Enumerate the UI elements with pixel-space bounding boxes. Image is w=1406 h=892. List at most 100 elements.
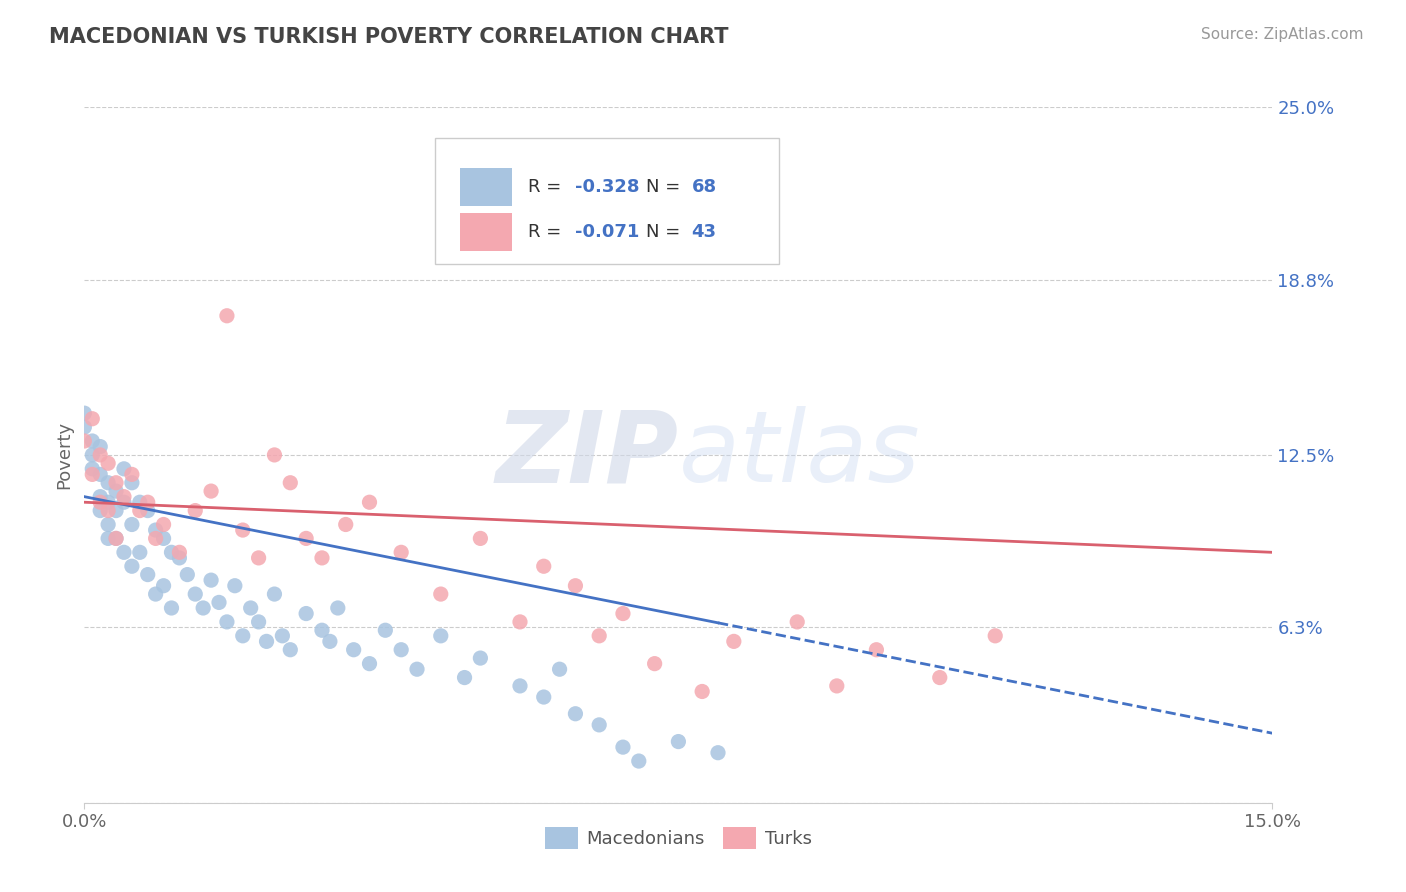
Point [128,503,150,517]
Point [112,490,135,504]
Point [215,309,238,323]
Point [121,475,143,490]
Point [271,629,294,643]
Point [232,629,254,643]
Point [97,532,120,546]
Point [97,456,120,470]
Point [295,607,318,621]
Point [145,532,167,546]
Point [278,642,301,657]
Point [278,475,301,490]
Point [224,579,246,593]
Point [82,467,104,482]
Text: R =: R = [527,223,567,241]
Point [533,690,555,704]
Point [191,601,215,615]
Point [359,657,381,671]
Point [612,740,634,755]
Point [263,448,285,462]
Point [152,517,174,532]
Point [200,573,222,587]
Point [723,634,745,648]
Point [97,503,120,517]
Point [644,657,666,671]
Point [627,754,650,768]
Point [73,434,96,448]
Point [82,434,104,448]
Point [89,503,111,517]
Text: -0.328: -0.328 [575,178,640,196]
Point [105,532,128,546]
Point [82,448,104,462]
Point [389,642,412,657]
Point [89,490,111,504]
Point [145,587,167,601]
Point [374,624,396,638]
Point [208,595,231,609]
FancyBboxPatch shape [460,169,512,206]
Point [453,671,475,685]
Text: N =: N = [647,223,686,241]
Point [160,601,183,615]
Point [470,532,492,546]
Point [128,495,150,509]
Point [136,495,159,509]
Point [295,532,318,546]
Point [89,440,111,454]
Point [430,629,453,643]
Point [97,517,120,532]
Point [239,601,262,615]
Point [564,706,586,721]
Point [169,545,191,559]
Point [89,448,111,462]
Point [430,587,453,601]
Point [406,662,429,676]
Point [319,634,342,648]
Point [786,615,808,629]
Point [548,662,571,676]
Point [89,495,111,509]
Text: 43: 43 [692,223,717,241]
Point [326,601,349,615]
FancyBboxPatch shape [434,138,779,264]
Point [263,587,285,601]
Point [105,475,128,490]
Point [343,642,366,657]
Text: atlas: atlas [679,407,920,503]
Point [509,615,531,629]
Point [311,624,333,638]
Point [311,550,333,565]
Point [389,545,412,559]
Point [176,567,198,582]
Text: -0.071: -0.071 [575,223,640,241]
Point [470,651,492,665]
Point [588,718,610,732]
Point [256,634,278,648]
Point [690,684,713,698]
Point [112,495,135,509]
Point [121,467,143,482]
Point [359,495,381,509]
Point [184,503,207,517]
Point [928,671,950,685]
Text: R =: R = [527,178,567,196]
Point [73,406,96,420]
Text: ZIP: ZIP [495,407,679,503]
Point [105,532,128,546]
Point [215,615,238,629]
Point [247,550,270,565]
Point [152,579,174,593]
Point [82,411,104,425]
Point [105,503,128,517]
Point [97,475,120,490]
Point [121,517,143,532]
Point [82,462,104,476]
Point [335,517,357,532]
Text: 68: 68 [692,178,717,196]
Point [169,550,191,565]
Point [89,467,111,482]
Y-axis label: Poverty: Poverty [55,421,73,489]
Point [128,545,150,559]
Point [160,545,183,559]
Point [145,523,167,537]
